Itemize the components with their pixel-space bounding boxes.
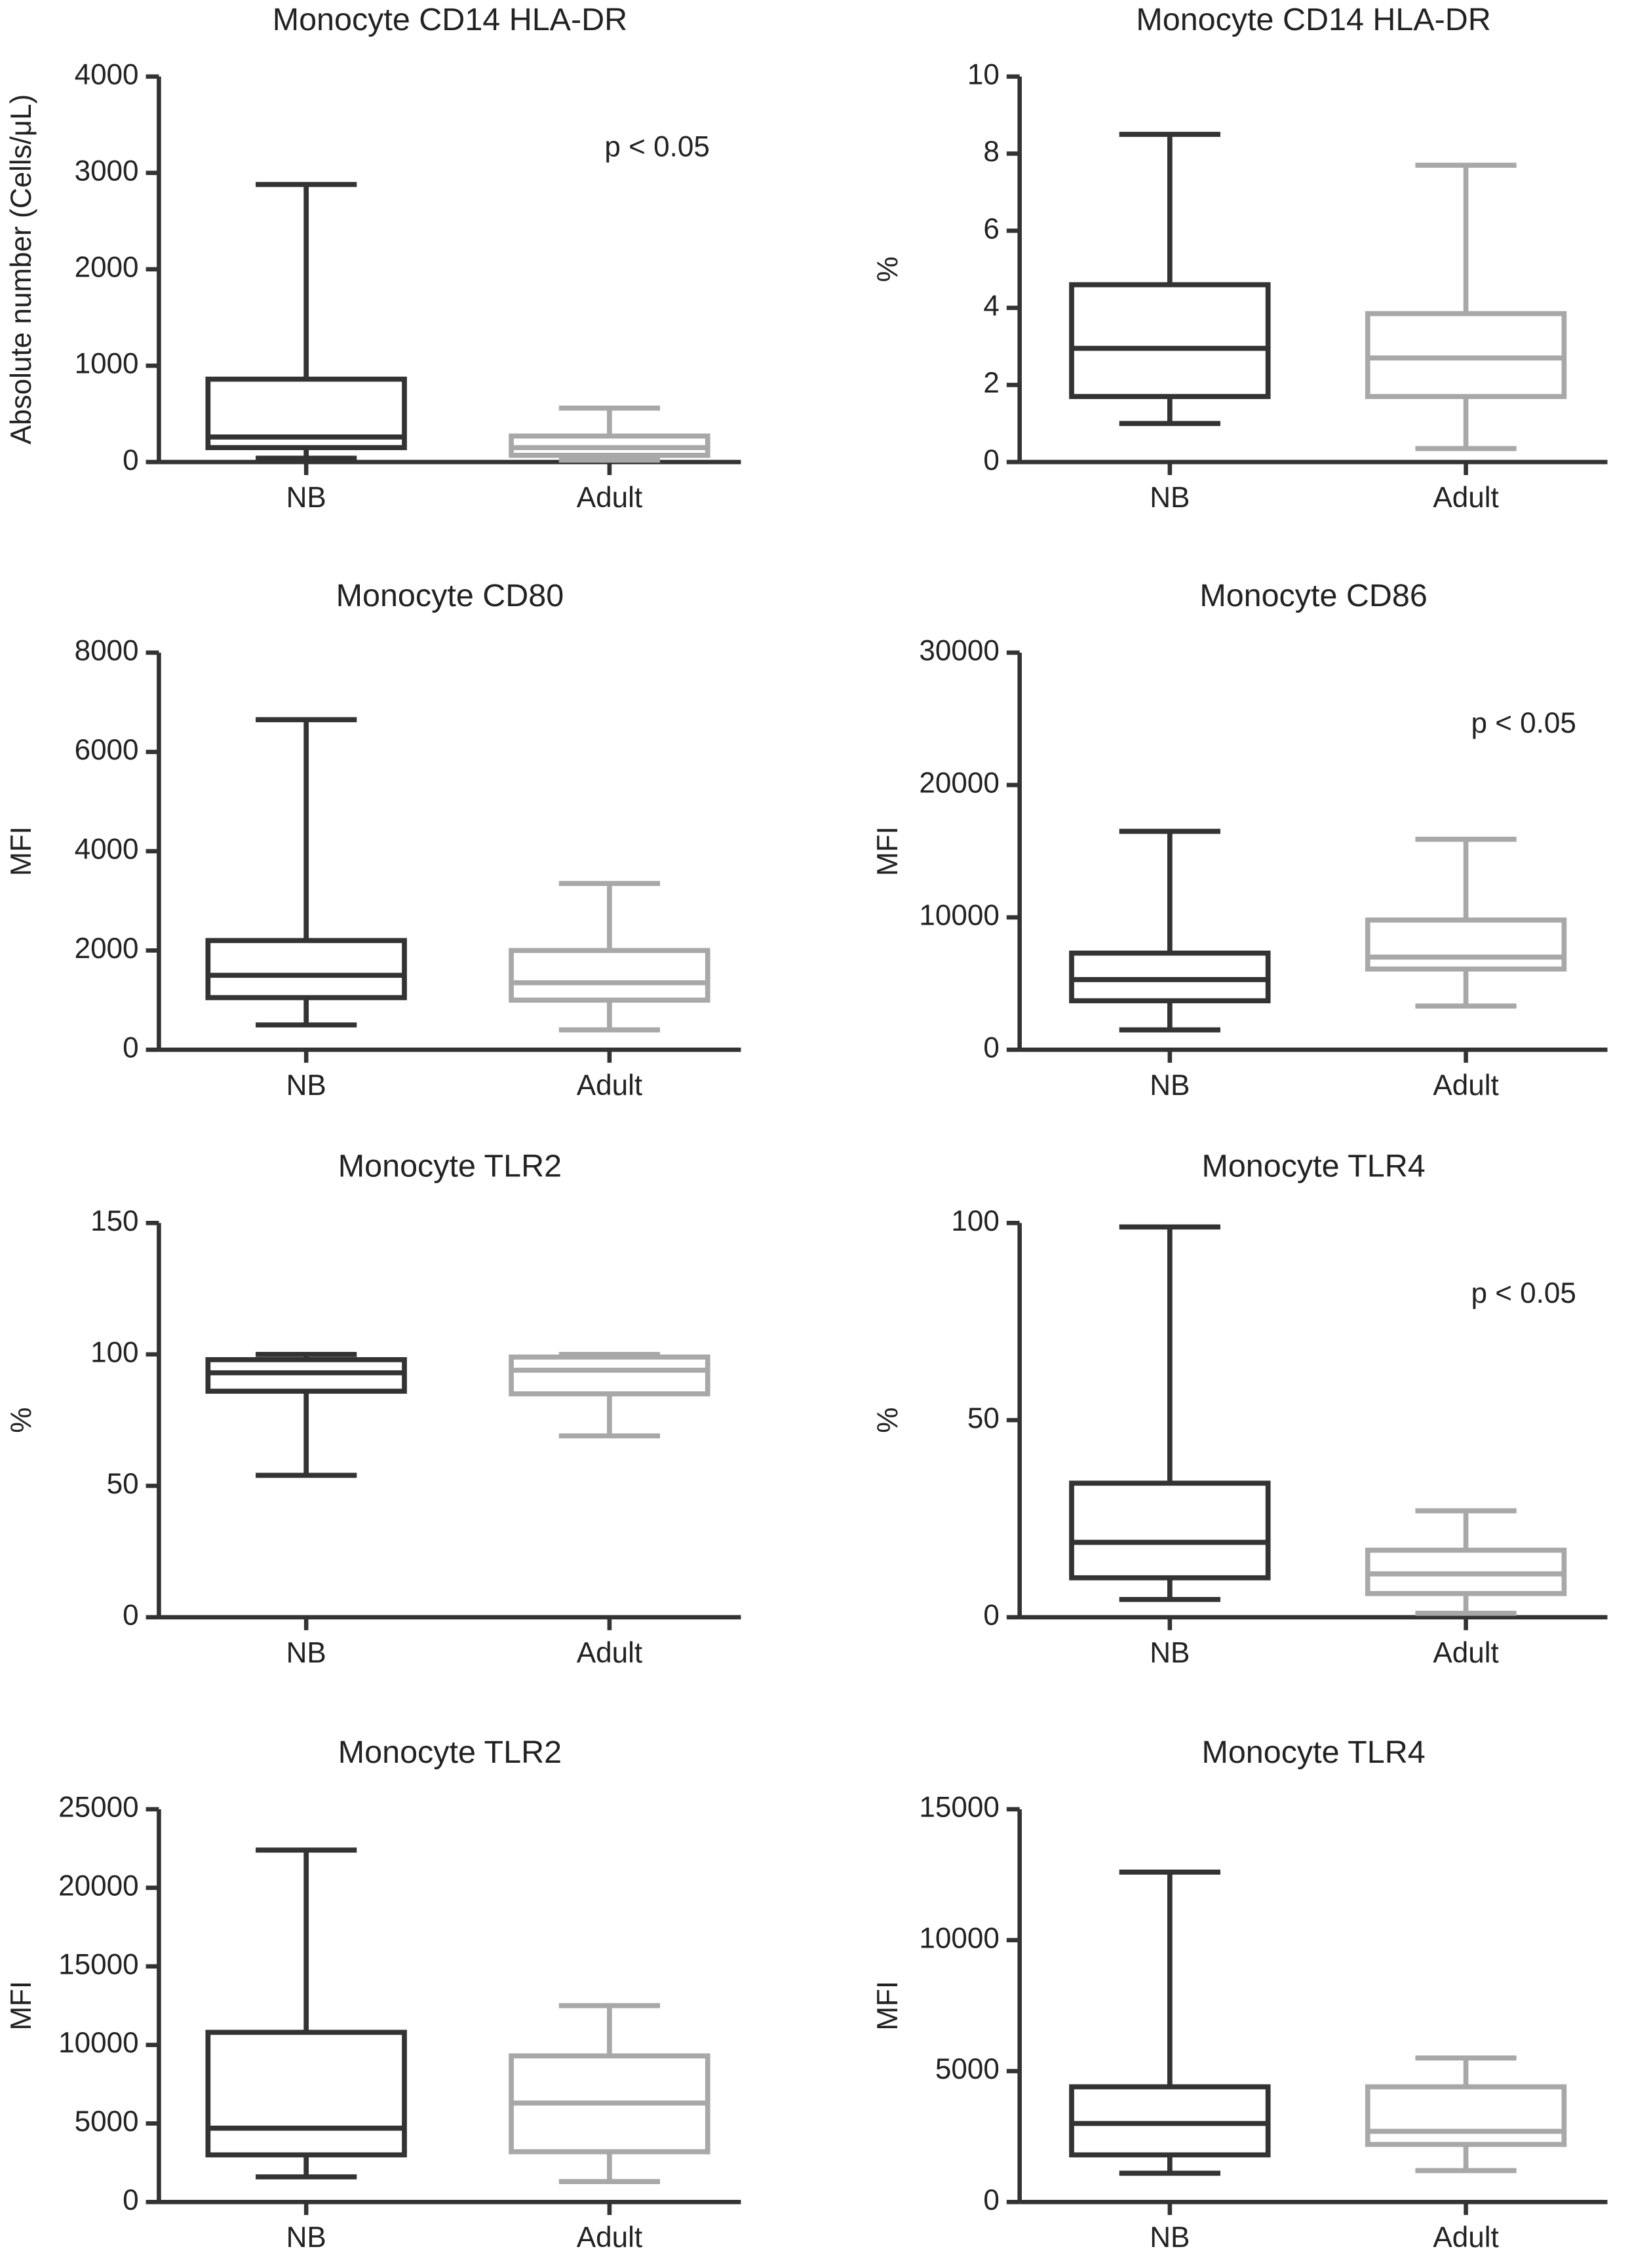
y-tick-label: 3000 <box>75 155 139 187</box>
y-tick-label: 0 <box>983 2184 999 2216</box>
y-tick-label: 25000 <box>58 1792 138 1824</box>
y-axis-label: MFI <box>872 1981 904 2031</box>
chart-title: Monocyte CD86 <box>1199 578 1428 613</box>
chart-title: Monocyte TLR2 <box>338 1735 562 1770</box>
y-tick-label: 6000 <box>75 734 139 766</box>
box-plot-panel: Monocyte CD14 HLA-DR% 0 2 4 6 8 10 NB Adult <box>872 2 1608 514</box>
x-tick-label: Adult <box>1433 2221 1498 2254</box>
box <box>205 938 407 1001</box>
box <box>1069 1480 1271 1581</box>
y-tick-label: 2 <box>983 367 999 399</box>
box <box>509 1355 710 1396</box>
box <box>205 1357 407 1394</box>
y-tick-label: 2000 <box>75 932 139 965</box>
y-tick-label: 150 <box>90 1205 139 1237</box>
y-tick-label: 5000 <box>75 2105 139 2138</box>
y-tick-label: 6 <box>983 213 999 245</box>
x-tick-label: NB <box>286 1069 326 1102</box>
box <box>1069 2084 1271 2158</box>
box <box>1365 311 1567 399</box>
x-tick-label: Adult <box>1433 482 1498 514</box>
x-tick-label: NB <box>286 482 326 514</box>
y-tick-label: 0 <box>123 1600 139 1632</box>
x-tick-label: NB <box>286 2221 326 2254</box>
box-plot-panel: Monocyte CD80 MFI 0 2000 4000 6000 8000 NB Adult <box>5 578 741 1102</box>
box-plot-panel: Monocyte CD86 MFI 0 10000 20000 30000 NB Adult p… <box>872 578 1608 1102</box>
x-tick-label: NB <box>1150 482 1190 514</box>
y-axis-label: % <box>5 1408 37 1433</box>
x-tick-label: Adult <box>577 1637 642 1669</box>
y-tick-label: 0 <box>123 2184 139 2216</box>
y-tick-label: 50 <box>107 1468 139 1500</box>
y-tick-label: 0 <box>983 444 999 476</box>
box <box>1365 917 1567 972</box>
y-tick-label: 0 <box>123 444 139 476</box>
annotation: p < 0.05 <box>604 131 709 163</box>
x-tick-label: Adult <box>1433 1637 1498 1669</box>
y-tick-label: 4000 <box>75 834 139 866</box>
y-tick-label: 50 <box>967 1402 1000 1434</box>
box <box>1069 950 1271 1004</box>
y-tick-label: 0 <box>983 1600 999 1632</box>
y-tick-label: 8 <box>983 136 999 168</box>
x-tick-label: Adult <box>577 1069 642 1102</box>
x-tick-label: NB <box>1150 1637 1190 1669</box>
y-tick-label: 20000 <box>58 1870 138 1902</box>
y-axis-label: MFI <box>872 826 904 876</box>
box <box>1365 2084 1567 2147</box>
y-tick-label: 10000 <box>919 1922 999 1954</box>
box-plot-panel: Monocyte CD14 HLA-DR Absolute number (Cel… <box>5 2 741 514</box>
box <box>205 2029 407 2158</box>
box <box>509 948 710 1003</box>
y-tick-label: 5000 <box>935 2053 1000 2085</box>
x-tick-label: Adult <box>577 482 642 514</box>
box-plot-panel: Monocyte TLR4 MFI 0 5000 10000 15000 NB Adult <box>872 1735 1608 2254</box>
box-plot-panel: Monocyte TLR4% 0 50 100 NB Adult p < 0.05 <box>872 1148 1608 1669</box>
y-tick-label: 30000 <box>919 635 999 667</box>
annotation: p < 0.05 <box>1471 707 1576 739</box>
chart-title: Monocyte CD80 <box>336 578 564 613</box>
x-tick-label: Adult <box>577 2221 642 2254</box>
y-tick-label: 0 <box>983 1032 999 1064</box>
annotation: p < 0.05 <box>1471 1277 1576 1309</box>
y-tick-label: 20000 <box>919 767 999 799</box>
y-tick-label: 10000 <box>919 900 999 932</box>
y-tick-label: 10 <box>967 58 1000 90</box>
y-tick-label: 15000 <box>58 1948 138 1980</box>
chart-title: Monocyte TLR2 <box>338 1148 562 1183</box>
y-axis-label: % <box>872 256 904 282</box>
y-axis-label: MFI <box>5 1981 37 2031</box>
y-axis-label: MFI <box>5 826 37 876</box>
chart-title: Monocyte CD14 HLA-DR <box>1136 2 1490 37</box>
y-tick-label: 4 <box>983 290 999 322</box>
y-tick-label: 100 <box>951 1205 1000 1237</box>
box-plot-panel: Monocyte TLR2 MFI 0 5000 10000 15000 20000 2500… <box>5 1735 741 2254</box>
box-plot-panel: Monocyte TLR2% 0 50 100 150 NB Adult <box>5 1148 741 1669</box>
box <box>1069 282 1271 399</box>
y-tick-label: 4000 <box>75 58 139 90</box>
y-axis-label: % <box>872 1408 904 1433</box>
x-tick-label: Adult <box>1433 1069 1498 1102</box>
y-tick-label: 2000 <box>75 252 139 284</box>
chart-title: Monocyte TLR4 <box>1201 1735 1425 1770</box>
chart-title: Monocyte TLR4 <box>1201 1148 1425 1183</box>
y-tick-label: 15000 <box>919 1792 999 1824</box>
y-axis-label: Absolute number (Cells/μL) <box>5 94 37 445</box>
y-tick-label: 10000 <box>58 2027 138 2059</box>
x-tick-label: NB <box>1150 1069 1190 1102</box>
x-tick-label: NB <box>1150 2221 1190 2254</box>
box <box>205 376 407 450</box>
y-tick-label: 100 <box>90 1337 139 1369</box>
y-tick-label: 8000 <box>75 635 139 667</box>
y-tick-label: 0 <box>123 1032 139 1064</box>
x-tick-label: NB <box>286 1637 326 1669</box>
chart-title: Monocyte CD14 HLA-DR <box>273 2 627 37</box>
y-tick-label: 1000 <box>75 348 139 380</box>
